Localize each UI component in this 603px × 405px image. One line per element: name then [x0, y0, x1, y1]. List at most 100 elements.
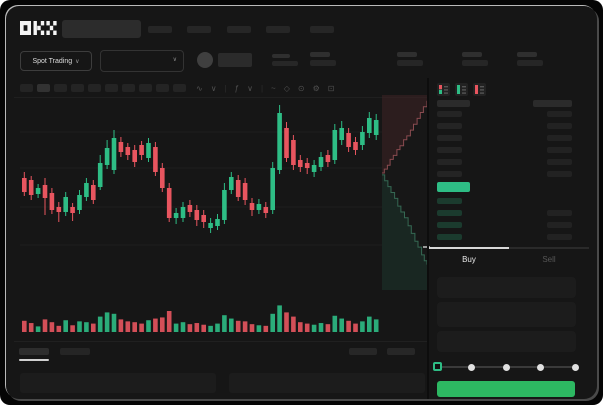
- timeframe-button[interactable]: [20, 84, 33, 92]
- volume-bar: [339, 318, 344, 332]
- okx-logo[interactable]: [20, 21, 57, 35]
- line-glyph: [462, 92, 466, 94]
- bid-price-placeholder[interactable]: [437, 198, 462, 204]
- volume-bar: [104, 312, 110, 332]
- bottom-tab-active-underline: [19, 359, 49, 361]
- settings-icon[interactable]: ⚙: [312, 84, 320, 93]
- bid-price-placeholder[interactable]: [437, 210, 462, 216]
- candle-body: [373, 120, 379, 135]
- nav-item-placeholder[interactable]: [310, 26, 334, 33]
- volume-bar: [146, 320, 151, 332]
- bottom-link-placeholder[interactable]: [387, 348, 415, 355]
- candle-type-icon[interactable]: ∿: [196, 84, 203, 93]
- ask-price-placeholder[interactable]: [437, 135, 462, 141]
- volume-bar: [291, 316, 296, 332]
- volume-bar: [125, 321, 131, 332]
- volume-bar: [28, 323, 34, 332]
- timeframe-button[interactable]: [173, 84, 186, 92]
- ask-amount-placeholder: [547, 111, 572, 117]
- timeframe-button[interactable]: [37, 84, 50, 92]
- bid-price-placeholder[interactable]: [437, 234, 462, 240]
- depth-asks-line: [382, 100, 428, 174]
- slider-stop[interactable]: [571, 363, 579, 371]
- ask-price-placeholder[interactable]: [437, 159, 462, 165]
- timeframe-button[interactable]: [88, 84, 101, 92]
- candle-body: [215, 219, 220, 226]
- slider-stop[interactable]: [537, 363, 544, 371]
- volume-bar: [160, 317, 165, 332]
- candle-body: [28, 180, 34, 195]
- ask-price-placeholder[interactable]: [437, 123, 462, 129]
- candle-body: [222, 190, 227, 220]
- volume-bar: [249, 324, 255, 332]
- volume-bar: [139, 323, 144, 332]
- bid-price-placeholder[interactable]: [437, 222, 462, 228]
- candle-body: [263, 207, 269, 213]
- bottom-link-placeholder[interactable]: [349, 348, 377, 355]
- pair-selector-dropdown[interactable]: ∨: [100, 50, 184, 72]
- candle-body: [91, 185, 96, 200]
- chevron-down-icon: ∨: [75, 58, 80, 65]
- screenshot-icon[interactable]: ⊙: [297, 84, 305, 93]
- orderbook-view-bids-icon[interactable]: [455, 83, 468, 96]
- timeframe-button[interactable]: [54, 84, 67, 92]
- ask-price-placeholder[interactable]: [437, 171, 462, 177]
- volume-bar: [346, 320, 351, 332]
- order-total-input[interactable]: [437, 331, 576, 352]
- line-glyph: [444, 86, 448, 88]
- tab-bar-line: [509, 247, 589, 249]
- timeframe-button[interactable]: [122, 84, 135, 92]
- search-input[interactable]: [62, 20, 141, 38]
- orderbook-last-price[interactable]: [437, 182, 470, 192]
- bid-amount-placeholder: [547, 210, 572, 216]
- line-glyph: [480, 89, 484, 91]
- volume-bar: [229, 318, 234, 332]
- chart-tool-icons: ∿ ∨ | ƒ ∨ | ~ ◇ ⊙ ⚙ ⊡: [196, 83, 334, 95]
- slider-stop[interactable]: [468, 363, 475, 371]
- stat-label-placeholder: [397, 52, 417, 57]
- slider-handle[interactable]: [432, 362, 442, 371]
- line-glyph: [480, 86, 484, 88]
- ask-price-placeholder[interactable]: [437, 111, 462, 117]
- timeframe-button[interactable]: [105, 84, 118, 92]
- bottom-tab-active[interactable]: [19, 348, 49, 355]
- bottom-info-panel: [20, 373, 216, 393]
- nav-item-placeholder[interactable]: [266, 26, 290, 33]
- candle-body: [104, 148, 110, 165]
- price-chart[interactable]: [14, 95, 430, 340]
- line-tool-icon[interactable]: ~: [271, 84, 276, 93]
- chevron-down-icon[interactable]: ∨: [247, 84, 253, 93]
- order-price-input[interactable]: [437, 277, 576, 298]
- orderbook-amount-header: [533, 100, 572, 107]
- indicators-icon[interactable]: ƒ: [234, 84, 240, 93]
- volume-bar: [318, 323, 324, 332]
- slider-stop[interactable]: [502, 363, 510, 371]
- tab-buy[interactable]: Buy: [429, 251, 509, 267]
- candle-body: [187, 205, 193, 212]
- draw-icon[interactable]: ◇: [283, 84, 290, 93]
- candle-body: [353, 142, 358, 150]
- nav-item-placeholder[interactable]: [227, 26, 251, 33]
- timeframe-button[interactable]: [71, 84, 84, 92]
- timeframe-button[interactable]: [139, 84, 152, 92]
- nav-item-placeholder[interactable]: [187, 26, 211, 33]
- candle-body: [153, 147, 158, 172]
- nav-item-placeholder[interactable]: [148, 26, 172, 33]
- chevron-down-icon[interactable]: ∨: [210, 84, 217, 93]
- orderbook-view-combined-icon[interactable]: [437, 83, 450, 96]
- candle-body: [325, 155, 331, 162]
- ask-price-placeholder[interactable]: [437, 147, 462, 153]
- bottom-tab-inactive[interactable]: [60, 348, 90, 355]
- order-amount-input[interactable]: [437, 302, 576, 327]
- buy-submit-button[interactable]: [437, 381, 575, 397]
- candle-body: [346, 133, 351, 147]
- divider: |: [260, 84, 264, 93]
- volume-bar: [22, 320, 27, 332]
- fullscreen-icon[interactable]: ⊡: [327, 84, 335, 93]
- timeframe-button[interactable]: [156, 84, 169, 92]
- depth-panel: [382, 95, 427, 290]
- market-type-dropdown[interactable]: Spot Trading ∨: [20, 51, 92, 71]
- orderbook-view-asks-icon[interactable]: [473, 83, 486, 96]
- tab-sell[interactable]: Sell: [509, 251, 589, 267]
- line-glyph: [462, 89, 466, 91]
